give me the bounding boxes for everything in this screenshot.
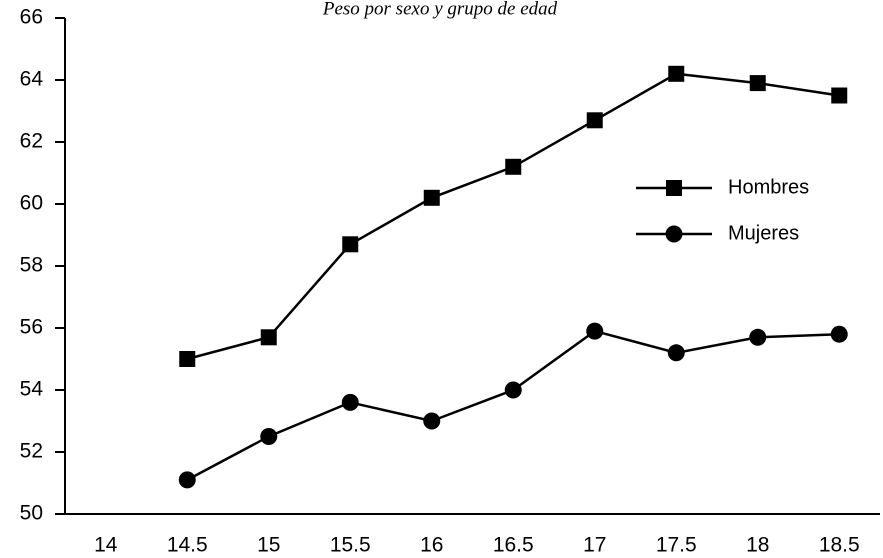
marker xyxy=(667,344,685,362)
marker xyxy=(423,412,441,430)
marker xyxy=(749,328,767,346)
marker xyxy=(668,65,685,82)
marker xyxy=(178,471,196,489)
y-tick-label: 56 xyxy=(20,316,43,339)
marker xyxy=(260,428,278,445)
y-tick-label: 62 xyxy=(20,130,43,153)
marker xyxy=(830,325,848,343)
y-tick-label: 64 xyxy=(20,68,44,91)
x-tick-label: 15 xyxy=(257,534,280,557)
marker xyxy=(179,351,196,367)
x-tick-label: 16 xyxy=(420,534,443,557)
marker xyxy=(260,329,277,346)
legend-marker xyxy=(666,180,682,196)
marker xyxy=(505,158,522,175)
marker xyxy=(749,75,766,92)
y-tick-label: 60 xyxy=(20,192,43,215)
marker xyxy=(341,393,359,411)
y-tick-label: 54 xyxy=(20,378,44,401)
series-line xyxy=(186,72,840,361)
marker xyxy=(342,236,359,253)
y-tick-label: 58 xyxy=(20,254,43,277)
x-tick-label: 16.5 xyxy=(493,534,534,557)
chart-title: Peso por sexo y grupo de edad xyxy=(322,0,558,19)
x-tick-label: 17.5 xyxy=(656,534,697,557)
x-tick-label: 18 xyxy=(746,534,769,557)
legend-label: Mujeres xyxy=(728,222,799,244)
marker xyxy=(586,112,603,129)
x-tick-label: 15.5 xyxy=(330,534,371,557)
x-tick-label: 14 xyxy=(94,534,118,557)
x-tick-label: 17 xyxy=(583,534,606,557)
legend-marker xyxy=(665,225,683,243)
y-tick-label: 66 xyxy=(20,6,43,29)
series-line xyxy=(186,329,840,482)
y-tick-label: 50 xyxy=(20,502,43,525)
x-tick-label: 18.5 xyxy=(819,534,860,557)
marker xyxy=(423,189,440,206)
x-tick-label: 14.5 xyxy=(167,534,208,557)
marker xyxy=(504,381,522,399)
y-tick-label: 52 xyxy=(20,440,43,463)
legend-label: Hombres xyxy=(728,176,809,198)
marker xyxy=(586,322,604,340)
marker xyxy=(831,87,848,104)
